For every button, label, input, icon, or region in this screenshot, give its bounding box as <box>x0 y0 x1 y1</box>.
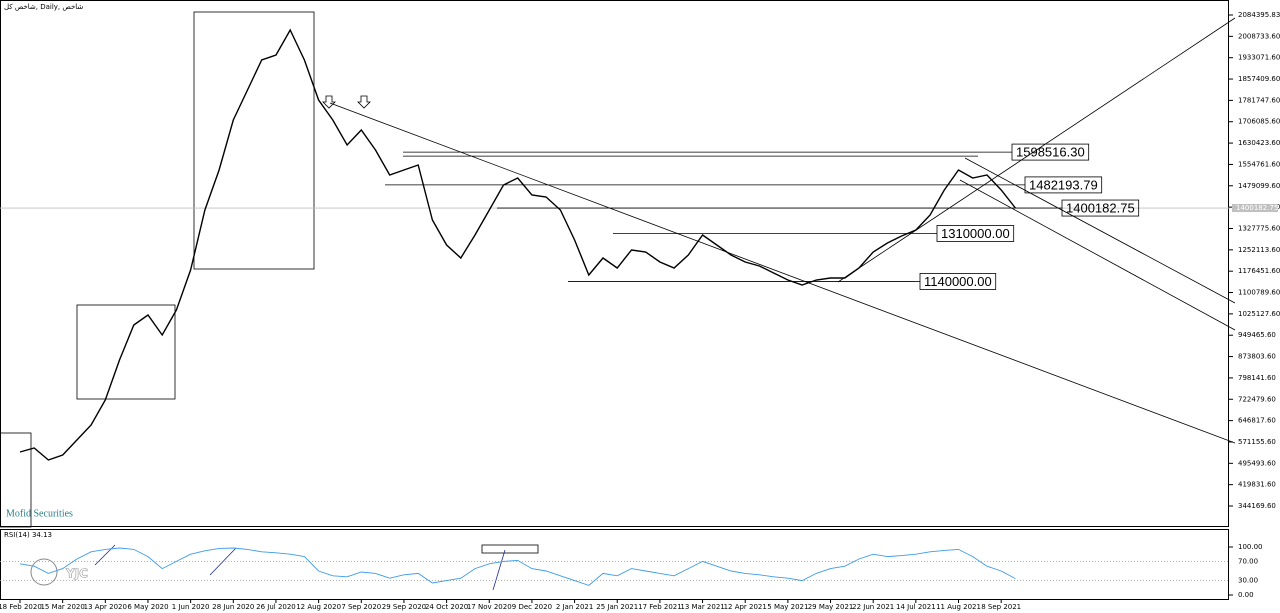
y-tick-label: 2084395.83 <box>1238 11 1280 19</box>
x-tick-label: 13 Mar 2021 <box>680 603 724 611</box>
level-label: 1598516.30 <box>1016 145 1085 160</box>
x-tick-label: 1 Jun 2020 <box>172 603 210 611</box>
y-tick-label: 2008733.60 <box>1238 32 1280 40</box>
y-tick-label: 1933071.60 <box>1238 54 1280 62</box>
box <box>0 432 32 528</box>
arrow-down <box>322 95 336 109</box>
x-tick-label: 17 Nov 2020 <box>467 603 512 611</box>
box <box>193 11 315 270</box>
rsi-title: RSI(14) 34.13 <box>4 531 52 539</box>
x-tick-label: 17 Feb 2021 <box>638 603 682 611</box>
x-tick-label: 29 Sep 2020 <box>382 603 426 611</box>
logo-text: YJC <box>65 567 88 581</box>
symbol-label: شاخص کل, Daily, شاخص <box>4 3 83 11</box>
level-box <box>1024 176 1103 194</box>
x-tick-label: 13 Apr 2020 <box>84 603 127 611</box>
arrow <box>94 544 116 566</box>
x-tick-label: 22 Jun 2021 <box>852 603 894 611</box>
x-tick-label: 24 Oct 2020 <box>425 603 468 611</box>
level-label: 1310000.00 <box>941 226 1010 241</box>
y-tick-label: 722479.60 <box>1238 395 1276 403</box>
y-tick-label: 571155.60 <box>1238 438 1276 446</box>
watermark: Mofid Securities <box>6 508 73 519</box>
last-price-box <box>1232 204 1278 213</box>
x-tick-label: 26 Jul 2020 <box>256 603 296 611</box>
y-tick-label: 1479099.60 <box>1238 182 1280 190</box>
level-box <box>1061 199 1140 217</box>
rsi-tick-label: 100.00 <box>1238 543 1263 551</box>
x-tick-label: 29 May 2021 <box>808 603 854 611</box>
y-tick-label: 798141.60 <box>1238 374 1276 382</box>
drawings <box>0 11 1236 591</box>
arrow-down <box>357 95 371 109</box>
channel-line <box>959 179 1236 331</box>
rsi-line <box>19 547 1016 586</box>
x-tick-label: 8 Sep 2021 <box>981 603 1021 611</box>
y-tick-label: 1630423.60 <box>1238 139 1280 147</box>
logo: YJC <box>29 557 88 587</box>
x-tick-label: 15 Mar 2020 <box>40 603 84 611</box>
x-tick-label: 11 Aug 2021 <box>936 603 981 611</box>
y-tick-label: 419831.60 <box>1238 481 1276 489</box>
y-tick-label: 1252113.60 <box>1238 246 1280 254</box>
x-tick-label: 7 Sep 2020 <box>341 603 381 611</box>
level-box <box>919 273 997 290</box>
last-price-label: 1400182.75 <box>1236 204 1278 212</box>
price-line <box>19 28 1016 461</box>
y-tick-label: 1025127.60 <box>1238 310 1280 318</box>
x-tick-label: 12 Apr 2021 <box>724 603 767 611</box>
rsi-tick-label: 70.00 <box>1238 557 1258 565</box>
arrow <box>492 549 506 591</box>
y-tick-label: 1327775.60 <box>1238 224 1280 232</box>
trend-line <box>837 17 1236 283</box>
y-tick-label: 646817.60 <box>1238 417 1276 425</box>
rsi-tick-label: 30.00 <box>1238 577 1258 585</box>
x-tick-label: 2 Jan 2021 <box>556 603 594 611</box>
rsi-tick-label: 0.00 <box>1238 591 1254 599</box>
x-tick-label: 14 Jul 2021 <box>896 603 936 611</box>
y-tick-label: 1554761.60 <box>1238 160 1280 168</box>
x-tick-label: 9 Dec 2020 <box>512 603 552 611</box>
box <box>481 544 539 554</box>
y-tick-label: 1176451.60 <box>1238 267 1280 275</box>
x-tick-label: 12 Aug 2020 <box>296 603 341 611</box>
y-tick-label: 1781747.60 <box>1238 96 1280 104</box>
y-tick-label: 873803.60 <box>1238 353 1276 361</box>
x-tick-label: 28 Jun 2020 <box>212 603 254 611</box>
x-tick-label: 18 Feb 2020 <box>0 603 42 611</box>
rsi-frame <box>0 529 1229 600</box>
x-tick-label: 25 Jan 2021 <box>596 603 638 611</box>
y-tick-label: 1857409.60 <box>1238 75 1280 83</box>
y-tick-label: 1706085.60 <box>1238 118 1280 126</box>
level-label: 1482193.79 <box>1029 177 1098 192</box>
level-label: 1140000.00 <box>924 274 992 289</box>
y-tick-label: 495493.60 <box>1238 459 1276 467</box>
x-tick-label: 6 May 2020 <box>127 603 168 611</box>
box <box>76 304 176 400</box>
y-tick-label: 1100789.60 <box>1238 289 1280 297</box>
y-tick-label: 949465.60 <box>1238 331 1276 339</box>
main-frame <box>0 0 1229 527</box>
level-label: 1400182.75 <box>1066 200 1135 215</box>
trend-line <box>329 102 1236 444</box>
level-box <box>936 225 1015 242</box>
y-tick-label: 344169.60 <box>1238 502 1276 510</box>
level-box <box>1011 143 1090 161</box>
channel-line <box>964 157 1236 304</box>
x-tick-label: 5 May 2021 <box>767 603 808 611</box>
